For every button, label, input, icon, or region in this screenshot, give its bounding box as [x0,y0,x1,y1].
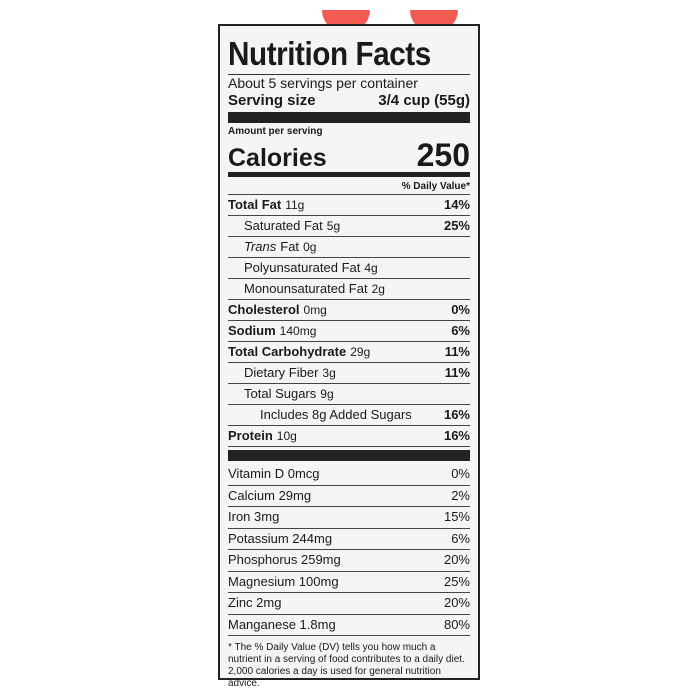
nutrient-name: Total Sugars [244,386,317,401]
serving-size-value: 3/4 cup (55g) [378,92,470,109]
nutrient-dv: 16% [443,407,470,422]
nutrient-amount: 2g [371,282,385,296]
nutrient-name: Total Fat [228,197,282,212]
nutrition-label: Nutrition Facts About 5 servings per con… [218,24,480,689]
dv-header: % Daily Value* [228,180,470,195]
nutrient-amount: 0g [303,240,317,254]
nutrient-dv: 11% [444,344,470,359]
nutrient-row: Monounsaturated Fat 2g [228,279,470,300]
rule [228,450,470,461]
micronutrient-dv: 15% [443,509,470,524]
micronutrient-row: Phosphorus 259mg 20% [228,550,470,572]
nutrient-amount: 140mg [279,324,317,338]
calories-label: Calories [228,144,327,172]
nutrient-name: Monounsaturated Fat [244,281,368,296]
nutrient-amount: 5g [326,219,341,233]
nutrient-name: Fat [280,239,300,254]
nutrient: Protein 10g [228,426,297,446]
nutrient-row: Cholesterol 0mg 0% [228,300,470,321]
nutrient: Dietary Fiber 3g [244,363,336,383]
micronutrient-name: Potassium 244mg [228,530,333,546]
micronutrient-name: Zinc 2mg [228,595,282,610]
nutrient: Includes 8g Added Sugars [260,405,412,425]
micronutrient-dv: 80% [443,616,470,632]
rule [228,112,470,123]
nutrient-name: Protein [228,428,273,443]
nutrient-row: Total Fat 11g 14% [228,195,470,216]
micronutrient-row: Zinc 2mg 20% [228,593,470,615]
nutrient-row: Saturated Fat 5g 25% [228,216,470,237]
nutrient: Total Carbohydrate 29g [228,342,370,362]
micronutrient-list: Vitamin D 0mcg 0% Calcium 29mg 2% Iron 3mg 15… [228,464,470,636]
nutrient-row: Total Carbohydrate 29g 11% [228,342,470,363]
title: Nutrition Facts [228,35,431,72]
nutrient-row: Dietary Fiber 3g 11% [228,363,470,384]
nutrient-list: Total Fat 11g 14% Saturated Fat 5g 25% Trans Fa… [228,195,470,447]
micronutrient-row: Magnesium 100mg 25% [228,572,470,593]
nutrient: Saturated Fat 5g [244,216,340,236]
nutrient-name: Polyunsaturated Fat [244,260,361,275]
nutrient-dv: 0% [451,302,470,317]
micronutrient-row: Iron 3mg 15% [228,507,470,529]
nutrient-italic: Trans [244,239,277,254]
nutrient-amount: 10g [276,429,297,443]
nutrient-row: Trans Fat 0g [228,237,470,258]
nutrient-dv: 16% [443,428,470,443]
micronutrient-row: Potassium 244mg 6% [228,529,470,550]
micronutrient-row: Calcium 29mg 2% [228,486,470,507]
nutrient-name: Total Carbohydrate [228,344,347,359]
nutrient-row: Total Sugars 9g [228,384,470,405]
nutrient-amount: 9g [320,387,334,401]
micronutrient-dv: 20% [443,552,470,567]
nutrient: Monounsaturated Fat 2g [244,279,385,299]
nutrient-row: Sodium 140mg 6% [228,321,470,342]
micronutrient-name: Iron 3mg [228,509,280,524]
micronutrient-name: Manganese 1.8mg [228,616,336,632]
nutrient-amount: 29g [350,345,371,359]
micronutrient-dv: 0% [451,466,470,481]
footnote: * The % Daily Value (DV) tells you how m… [228,642,465,689]
nutrient-dv: 25% [443,218,470,233]
micronutrient-dv: 25% [443,573,470,589]
nutrient-name: Sodium [228,323,276,338]
micronutrient-name: Phosphorus 259mg [228,552,341,567]
nutrient-amount: 11g [285,198,305,212]
rule [228,172,470,177]
nutrient-row: Polyunsaturated Fat 4g [228,258,470,279]
rule [228,74,470,75]
micronutrient-name: Calcium 29mg [228,487,312,503]
nutrient-name: Cholesterol [228,302,300,317]
micronutrient-dv: 20% [443,595,470,610]
nutrient: Total Fat 11g [228,195,304,215]
nutrient-dv: 11% [444,365,470,380]
nutrient: Trans Fat 0g [244,237,316,257]
nutrient: Total Sugars 9g [244,384,334,404]
nutrient: Polyunsaturated Fat 4g [244,258,378,278]
calories: Calories 250 [228,137,470,173]
micronutrient-row: Manganese 1.8mg 80% [228,615,470,636]
nutrient: Cholesterol 0mg [228,300,327,320]
nutrient-amount: 3g [322,366,336,380]
calories-value: 250 [416,137,470,173]
micronutrient-row: Vitamin D 0mcg 0% [228,464,470,486]
nutrient-name: Dietary Fiber [244,365,319,380]
nutrient-amount: 0mg [303,303,327,317]
nutrient: Sodium 140mg [228,321,316,341]
serving-size-label: Serving size [228,92,316,109]
amount-per-serving: Amount per serving [228,126,323,137]
micronutrient-name: Magnesium 100mg [228,573,339,589]
nutrient-name: Saturated Fat [244,218,323,233]
micronutrient-dv: 6% [451,530,470,546]
micronutrient-dv: 2% [451,487,470,503]
nutrient-dv: 6% [451,323,470,338]
nutrient-amount: 4g [364,261,378,275]
nutrient-name: Includes 8g Added Sugars [260,407,412,422]
serving-size: Serving size 3/4 cup (55g) [228,92,470,109]
nutrient-row: Includes 8g Added Sugars 16% [228,405,470,426]
nutrient-row: Protein 10g 16% [228,426,470,447]
micronutrient-name: Vitamin D 0mcg [228,466,320,481]
servings: About 5 servings per container [228,75,418,91]
nutrient-dv: 14% [443,197,470,212]
